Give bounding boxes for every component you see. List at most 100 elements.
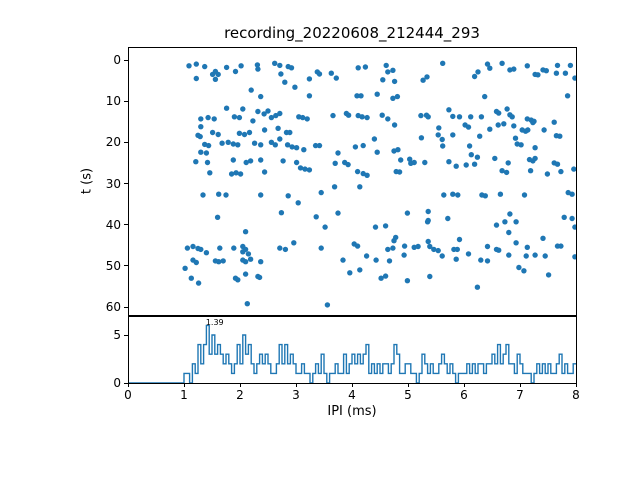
scatter-point bbox=[554, 161, 561, 167]
y-tick-label: 30 bbox=[105, 176, 121, 191]
y-tick-mark bbox=[124, 306, 128, 308]
scatter-point bbox=[330, 112, 336, 119]
scatter-point bbox=[362, 64, 369, 70]
scatter-point bbox=[425, 114, 431, 120]
scatter-point bbox=[523, 253, 529, 259]
scatter-point bbox=[289, 144, 295, 150]
scatter-point bbox=[246, 129, 253, 136]
scatter-point bbox=[277, 136, 283, 142]
scatter-point bbox=[391, 238, 397, 244]
scatter-point bbox=[551, 119, 557, 125]
scatter-point bbox=[345, 112, 352, 118]
scatter-point bbox=[543, 68, 549, 74]
scatter-point bbox=[385, 69, 391, 75]
scatter-point bbox=[532, 145, 538, 151]
scatter-point bbox=[364, 172, 370, 178]
scatter-point bbox=[484, 61, 491, 67]
scatter-point bbox=[427, 243, 433, 250]
scatter-point bbox=[424, 74, 430, 80]
y-tick-mark bbox=[124, 224, 128, 226]
scatter-point bbox=[427, 273, 433, 280]
scatter-point bbox=[280, 158, 286, 164]
scatter-point bbox=[525, 127, 531, 133]
x-tick-label: 7 bbox=[516, 388, 524, 402]
scatter-point bbox=[202, 63, 208, 70]
scatter-point bbox=[205, 142, 212, 149]
scatter-point bbox=[567, 62, 574, 69]
scatter-point bbox=[411, 159, 417, 166]
scatter-point bbox=[205, 114, 211, 121]
scatter-point bbox=[415, 243, 421, 250]
scatter-point bbox=[450, 113, 456, 120]
scatter-point bbox=[463, 162, 469, 168]
scatter-point bbox=[347, 270, 353, 276]
scatter-point bbox=[359, 114, 365, 120]
scatter-point bbox=[439, 253, 445, 259]
scatter-point bbox=[487, 126, 493, 132]
scatter-point bbox=[231, 114, 238, 120]
scatter-point bbox=[352, 144, 359, 150]
scatter-point bbox=[295, 200, 301, 206]
scatter-point bbox=[278, 71, 284, 77]
scatter-point bbox=[244, 301, 250, 307]
scatter-point bbox=[453, 256, 459, 262]
scatter-point bbox=[518, 142, 524, 148]
scatter-point bbox=[198, 116, 204, 122]
y-tick-mark bbox=[124, 100, 128, 102]
scatter-point bbox=[219, 140, 225, 146]
scatter-point bbox=[251, 140, 258, 146]
scatter-point bbox=[496, 247, 502, 253]
scatter-point bbox=[521, 192, 528, 198]
scatter-point bbox=[390, 67, 396, 73]
scatter-point bbox=[268, 139, 275, 145]
scatter-point bbox=[468, 152, 474, 158]
scatter-point bbox=[258, 259, 264, 265]
scatter-point bbox=[383, 62, 389, 69]
scatter-point bbox=[527, 168, 534, 174]
scatter-point bbox=[198, 149, 204, 155]
scatter-point bbox=[373, 257, 379, 263]
scatter-point bbox=[198, 124, 204, 130]
x-tick-label: 1 bbox=[180, 388, 188, 402]
scatter-point bbox=[407, 156, 413, 162]
scatter-point bbox=[255, 108, 261, 115]
scatter-point bbox=[524, 244, 530, 250]
panel-frame bbox=[128, 316, 577, 384]
scatter-point bbox=[318, 189, 324, 196]
scatter-point bbox=[521, 268, 527, 274]
scatter-point bbox=[230, 157, 236, 163]
scatter-point bbox=[379, 112, 385, 118]
scatter-point bbox=[436, 125, 442, 131]
scatter-point bbox=[215, 131, 221, 138]
scatter-point bbox=[235, 142, 241, 148]
scatter-point bbox=[288, 65, 295, 71]
scatter-point bbox=[474, 284, 481, 290]
scatter-point bbox=[554, 62, 561, 69]
y-tick-label: 0 bbox=[113, 376, 121, 390]
scatter-point bbox=[254, 62, 261, 68]
scatter-point bbox=[261, 111, 267, 117]
scatter-point bbox=[340, 257, 346, 263]
scatter-point bbox=[454, 246, 460, 253]
scatter-point bbox=[306, 76, 313, 82]
scatter-point bbox=[501, 121, 507, 127]
scatter-point bbox=[465, 251, 472, 257]
scatter-point bbox=[284, 142, 291, 148]
scatter-point bbox=[258, 142, 264, 148]
scatter-point bbox=[203, 150, 210, 156]
scatter-point bbox=[435, 247, 441, 254]
scatter-point bbox=[233, 170, 239, 176]
scatter-point bbox=[195, 280, 202, 286]
scatter-point bbox=[324, 302, 331, 308]
histogram-line bbox=[128, 324, 576, 384]
scatter-point bbox=[277, 245, 283, 251]
scatter-point bbox=[506, 229, 512, 236]
scatter-point bbox=[541, 127, 547, 133]
scatter-point bbox=[277, 110, 283, 117]
scatter-point bbox=[207, 170, 213, 176]
scatter-point bbox=[188, 275, 194, 281]
scatter-point bbox=[482, 193, 488, 199]
scatter-point bbox=[243, 159, 249, 166]
scatter-point bbox=[542, 253, 548, 259]
